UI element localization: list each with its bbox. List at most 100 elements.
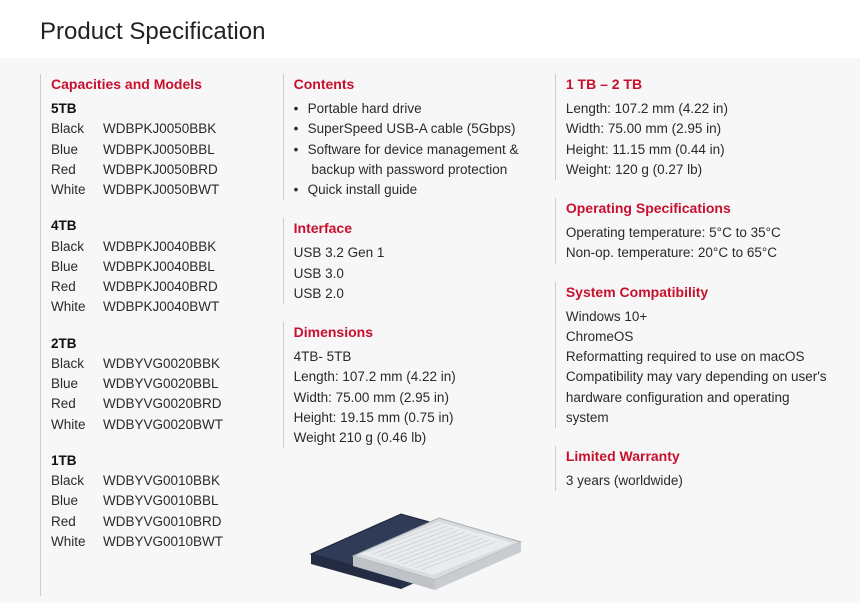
model-sku: WDBYVG0010BBK <box>103 471 220 491</box>
model-sku: WDBPKJ0040BWT <box>103 297 219 317</box>
model-color: Red <box>51 394 103 414</box>
model-color: White <box>51 297 103 317</box>
model-sku: WDBPKJ0040BRD <box>103 277 218 297</box>
bullet-icon: • <box>294 119 308 139</box>
col-capacities: Capacities and Models 5TBBlackWDBPKJ0050… <box>40 74 283 596</box>
model-color: Red <box>51 160 103 180</box>
dimension-line: Width: 75.00 mm (2.95 in) <box>294 388 555 408</box>
opspec-line: Operating temperature: 5°C to 35°C <box>566 223 832 243</box>
model-color: Black <box>51 237 103 257</box>
spec-content: Capacities and Models 5TBBlackWDBPKJ0050… <box>0 58 860 596</box>
model-sku: WDBYVG0010BBL <box>103 491 219 511</box>
syscompat-line: Compatibility may vary depending on user… <box>566 367 832 428</box>
section-dimensions-large: Dimensions 4TB- 5TB Length: 107.2 mm (4.… <box>283 322 555 448</box>
model-row: WhiteWDBYVG0010BWT <box>51 532 283 552</box>
model-color: Black <box>51 471 103 491</box>
section-interface: Interface USB 3.2 Gen 1USB 3.0USB 2.0 <box>283 218 555 304</box>
heading-syscompat: System Compatibility <box>566 282 832 303</box>
contents-item: •Portable hard drive <box>294 99 555 119</box>
model-color: Red <box>51 512 103 532</box>
dimension-line: Height: 19.15 mm (0.75 in) <box>294 408 555 428</box>
heading-1tb-2tb: 1 TB – 2 TB <box>566 74 832 95</box>
model-sku: WDBPKJ0050BBK <box>103 119 216 139</box>
section-dimensions-small: 1 TB – 2 TB Length: 107.2 mm (4.22 in)Wi… <box>555 74 832 180</box>
model-row: BlackWDBYVG0020BBK <box>51 354 283 374</box>
model-row: WhiteWDBYVG0020BWT <box>51 415 283 435</box>
contents-text: Quick install guide <box>308 180 418 200</box>
interface-item: USB 3.0 <box>294 264 555 284</box>
heading-interface: Interface <box>294 218 555 239</box>
section-syscompat: System Compatibility Windows 10+ChromeOS… <box>555 282 832 429</box>
syscompat-line: ChromeOS <box>566 327 832 347</box>
dimension-line: Length: 107.2 mm (4.22 in) <box>294 367 555 387</box>
model-sku: WDBYVG0010BRD <box>103 512 222 532</box>
section-opspec: Operating Specifications Operating tempe… <box>555 198 832 264</box>
product-image <box>293 466 523 596</box>
col-right: 1 TB – 2 TB Length: 107.2 mm (4.22 in)Wi… <box>555 74 832 596</box>
section-warranty: Limited Warranty 3 years (worldwide) <box>555 446 832 491</box>
dimension-line: Length: 107.2 mm (4.22 in) <box>566 99 832 119</box>
dimension-line: Weight: 120 g (0.27 lb) <box>566 160 832 180</box>
heading-dimensions: Dimensions <box>294 322 555 343</box>
model-row: BlueWDBPKJ0040BBL <box>51 257 283 277</box>
model-sku: WDBPKJ0040BBK <box>103 237 216 257</box>
model-row: BlackWDBYVG0010BBK <box>51 471 283 491</box>
dimension-line: Height: 11.15 mm (0.44 in) <box>566 140 832 160</box>
model-row: RedWDBPKJ0040BRD <box>51 277 283 297</box>
model-row: BlueWDBYVG0010BBL <box>51 491 283 511</box>
contents-item: •Quick install guide <box>294 180 555 200</box>
model-color: Blue <box>51 374 103 394</box>
model-color: Red <box>51 277 103 297</box>
dimensions-large-subtitle: 4TB- 5TB <box>294 347 555 367</box>
col-middle: Contents •Portable hard drive•SuperSpeed… <box>283 74 555 596</box>
syscompat-line: Windows 10+ <box>566 307 832 327</box>
contents-text: Software for device management & backup … <box>308 140 519 181</box>
model-sku: WDBPKJ0040BBL <box>103 257 215 277</box>
model-row: BlackWDBPKJ0040BBK <box>51 237 283 257</box>
contents-item: •Software for device management & backup… <box>294 140 555 181</box>
capacity-group-title: 4TB <box>51 216 283 236</box>
model-color: Black <box>51 354 103 374</box>
model-row: BlueWDBPKJ0050BBL <box>51 140 283 160</box>
bullet-icon: • <box>294 180 308 200</box>
model-sku: WDBYVG0020BBL <box>103 374 219 394</box>
model-sku: WDBPKJ0050BBL <box>103 140 215 160</box>
warranty-text: 3 years (worldwide) <box>566 471 832 491</box>
model-row: RedWDBYVG0020BRD <box>51 394 283 414</box>
dimension-line: Width: 75.00 mm (2.95 in) <box>566 119 832 139</box>
model-row: RedWDBPKJ0050BRD <box>51 160 283 180</box>
model-sku: WDBPKJ0050BRD <box>103 160 218 180</box>
model-row: BlueWDBYVG0020BBL <box>51 374 283 394</box>
model-color: White <box>51 415 103 435</box>
heading-capacities: Capacities and Models <box>51 74 283 95</box>
interface-item: USB 3.2 Gen 1 <box>294 243 555 263</box>
contents-text: Portable hard drive <box>308 99 422 119</box>
capacity-group-title: 1TB <box>51 451 283 471</box>
heading-warranty: Limited Warranty <box>566 446 832 467</box>
capacity-group-title: 5TB <box>51 99 283 119</box>
model-sku: WDBYVG0020BWT <box>103 415 223 435</box>
model-row: WhiteWDBPKJ0050BWT <box>51 180 283 200</box>
model-color: Blue <box>51 257 103 277</box>
model-row: BlackWDBPKJ0050BBK <box>51 119 283 139</box>
section-contents: Contents •Portable hard drive•SuperSpeed… <box>283 74 555 200</box>
contents-item: •SuperSpeed USB-A cable (5Gbps) <box>294 119 555 139</box>
interface-item: USB 2.0 <box>294 284 555 304</box>
model-sku: WDBYVG0020BRD <box>103 394 222 414</box>
model-row: WhiteWDBPKJ0040BWT <box>51 297 283 317</box>
bullet-icon: • <box>294 140 308 181</box>
model-row: RedWDBYVG0010BRD <box>51 512 283 532</box>
model-sku: WDBYVG0020BBK <box>103 354 220 374</box>
model-color: Black <box>51 119 103 139</box>
model-color: Blue <box>51 491 103 511</box>
page-title: Product Specification <box>0 0 860 58</box>
model-color: White <box>51 180 103 200</box>
model-color: White <box>51 532 103 552</box>
contents-text: SuperSpeed USB-A cable (5Gbps) <box>308 119 516 139</box>
model-color: Blue <box>51 140 103 160</box>
capacity-group-title: 2TB <box>51 334 283 354</box>
syscompat-line: Reformatting required to use on macOS <box>566 347 832 367</box>
model-sku: WDBPKJ0050BWT <box>103 180 219 200</box>
heading-contents: Contents <box>294 74 555 95</box>
dimension-line: Weight 210 g (0.46 lb) <box>294 428 555 448</box>
